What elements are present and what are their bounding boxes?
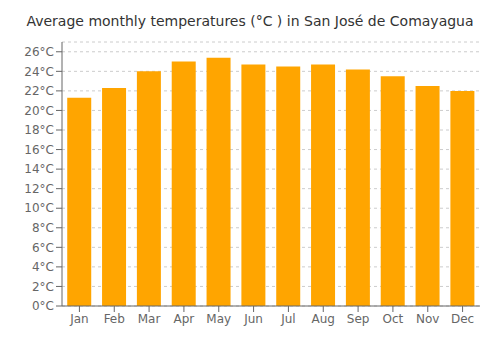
- html-text:Average monthly temperatures (: Average monthly temperatures (°C ) in Sa…: [26, 13, 474, 29]
- svg-text:4°C: 4°C: [32, 260, 54, 274]
- svg-text:8°C: 8°C: [32, 221, 54, 235]
- svg-text:2°C: 2°C: [32, 280, 54, 294]
- svg-text:6°C: 6°C: [32, 241, 54, 255]
- svg-text:Feb: Feb: [104, 312, 125, 326]
- svg-text:Aug: Aug: [312, 312, 335, 326]
- svg-text:Jun: Jun: [243, 312, 263, 326]
- svg-text:24°C: 24°C: [24, 65, 54, 79]
- svg-text:12°C: 12°C: [24, 182, 54, 196]
- svg-text:22°C: 22°C: [24, 84, 54, 98]
- svg-text:26°C: 26°C: [24, 45, 54, 59]
- svg-text:0°C: 0°C: [32, 299, 54, 313]
- svg-text:Mar: Mar: [138, 312, 161, 326]
- svg-text:May: May: [206, 312, 231, 326]
- svg-text:Nov: Nov: [416, 312, 439, 326]
- svg-text:Oct: Oct: [383, 312, 404, 326]
- svg-text:14°C: 14°C: [24, 162, 54, 176]
- svg-text:Apr: Apr: [174, 312, 195, 326]
- svg-text:Jan: Jan: [69, 312, 89, 326]
- svg-text:16°C: 16°C: [24, 143, 54, 157]
- svg-text:Jul: Jul: [280, 312, 295, 326]
- svg-text:Dec: Dec: [451, 312, 474, 326]
- svg-text:Sep: Sep: [347, 312, 370, 326]
- svg-text:20°C: 20°C: [24, 104, 54, 118]
- svg-text:10°C: 10°C: [24, 201, 54, 215]
- svg-text:18°C: 18°C: [24, 123, 54, 137]
